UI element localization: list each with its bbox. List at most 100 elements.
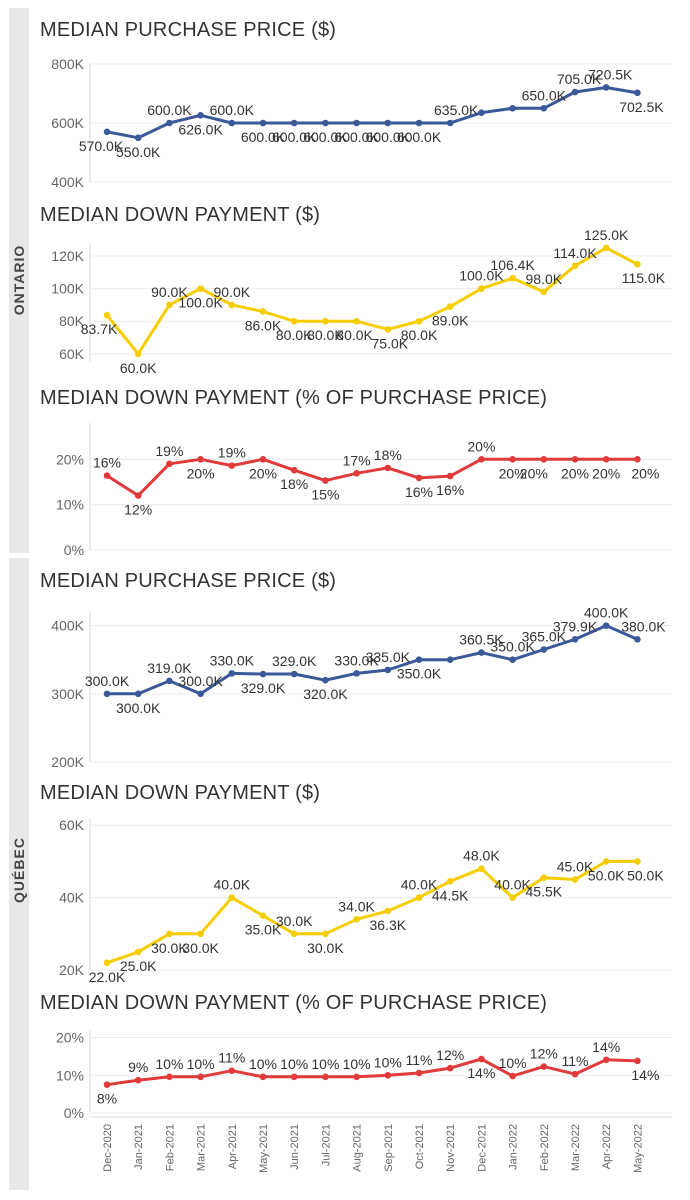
data-point <box>134 1076 142 1084</box>
chart-panel: MEDIAN DOWN PAYMENT (% OF PURCHASE PRICE… <box>40 387 672 558</box>
data-label: 650.0K <box>522 87 567 103</box>
data-label: 35.0K <box>245 922 282 938</box>
y-tick-label: 800K <box>51 56 84 72</box>
data-label: 60.0K <box>120 360 157 376</box>
data-point <box>509 104 516 112</box>
data-point <box>228 670 236 677</box>
data-point <box>446 303 454 310</box>
y-tick-label: 20K <box>59 962 85 978</box>
data-label: 720.5K <box>588 66 633 82</box>
data-label: 86.0K <box>245 317 282 333</box>
x-tick-label: Apr-2021 <box>227 1124 239 1169</box>
data-point <box>384 326 392 333</box>
region-band <box>9 8 29 553</box>
data-point <box>571 1070 579 1078</box>
data-label: 14% <box>467 1065 495 1081</box>
data-label: 550.0K <box>116 144 161 160</box>
data-label: 125.0K <box>584 227 629 243</box>
chart-title: MEDIAN DOWN PAYMENT (% OF PURCHASE PRICE… <box>40 992 547 1014</box>
data-label: 10% <box>343 1056 371 1072</box>
series-line <box>105 1057 639 1087</box>
data-point <box>322 317 329 325</box>
data-label: 100.0K <box>178 295 223 311</box>
x-tick-label: Dec-2021 <box>476 1124 488 1172</box>
data-label: 40.0K <box>214 877 251 893</box>
y-tick-label: 10% <box>56 1067 84 1083</box>
data-label: 600.0K <box>397 129 442 145</box>
data-label: 335.0K <box>366 649 411 665</box>
data-point <box>259 670 267 678</box>
data-label: 22.0K <box>89 969 126 985</box>
data-point <box>478 455 485 463</box>
x-tick-label: Nov-2021 <box>445 1124 457 1172</box>
data-label: 34.0K <box>338 898 375 914</box>
data-label: 98.0K <box>526 271 563 287</box>
data-label: 330.0K <box>334 652 379 668</box>
x-tick-label: Apr-2022 <box>601 1124 613 1169</box>
data-label: 380.0K <box>621 618 666 634</box>
data-point <box>197 690 204 698</box>
x-tick-label: May-2021 <box>258 1124 270 1173</box>
y-tick-label: 0% <box>64 542 84 558</box>
data-label: 36.3K <box>370 917 407 933</box>
data-point <box>634 1057 641 1065</box>
data-point <box>634 260 641 268</box>
data-point <box>197 930 204 938</box>
y-tick-label: 600K <box>51 115 84 131</box>
data-point <box>415 656 423 664</box>
data-point <box>384 666 392 674</box>
data-point <box>446 878 454 885</box>
y-tick-label: 400K <box>51 174 84 190</box>
data-point <box>353 670 360 677</box>
data-point <box>509 894 516 901</box>
data-label: 80.0K <box>401 327 438 343</box>
data-label: 12% <box>530 1046 558 1062</box>
x-tick-label: Dec-2020 <box>102 1124 114 1172</box>
data-label: 50.0K <box>627 867 664 883</box>
data-label: 20% <box>631 465 659 481</box>
chart-panel: MEDIAN DOWN PAYMENT ($) 20K 40K 60K 22.0K25.… <box>40 782 672 985</box>
data-label: 16% <box>405 484 433 500</box>
data-point <box>322 119 329 127</box>
data-label: 89.0K <box>432 313 469 329</box>
y-tick-label: 0% <box>64 1105 84 1121</box>
chart-title: MEDIAN DOWN PAYMENT ($) <box>40 204 320 226</box>
data-point <box>540 455 548 463</box>
data-point <box>228 462 236 469</box>
data-label: 14% <box>592 1039 620 1055</box>
data-label: 600.0K <box>241 129 286 145</box>
data-label: 18% <box>280 476 308 492</box>
data-point <box>166 460 173 468</box>
data-label: 600.0K <box>272 129 317 145</box>
x-tick-label: Feb-2021 <box>164 1124 176 1171</box>
data-point <box>166 301 173 309</box>
data-point <box>602 455 610 463</box>
x-tick-label: Jan-2021 <box>133 1124 145 1170</box>
data-point <box>446 472 454 480</box>
y-tick-label: 20% <box>56 1030 84 1046</box>
data-label: 80.0K <box>276 327 313 343</box>
data-point <box>509 1072 516 1080</box>
data-point <box>509 274 516 282</box>
y-tick-label: 120K <box>51 248 84 264</box>
data-point <box>103 1081 111 1089</box>
x-tick-label: Feb-2022 <box>539 1124 551 1171</box>
chart-title: MEDIAN PURCHASE PRICE ($) <box>40 570 336 592</box>
data-point <box>353 916 360 923</box>
y-tick-label: 80K <box>59 313 85 329</box>
data-point <box>228 119 236 127</box>
data-point <box>259 119 267 127</box>
region-band <box>9 558 29 1190</box>
data-point <box>415 474 423 482</box>
data-point <box>571 88 579 96</box>
data-point <box>509 455 516 463</box>
series-line <box>105 624 639 696</box>
y-tick-label: 20% <box>56 451 84 467</box>
x-tick-label: Jun-2021 <box>289 1124 301 1170</box>
x-axis: Dec-2020 Jan-2021 Feb-2021 Mar-2021 Apr-2021… <box>90 1116 672 1173</box>
data-point <box>228 1067 236 1075</box>
data-label: 19% <box>155 443 183 459</box>
data-label: 365.0K <box>522 629 567 645</box>
data-label: 45.5K <box>526 884 563 900</box>
data-label: 15% <box>311 487 339 503</box>
